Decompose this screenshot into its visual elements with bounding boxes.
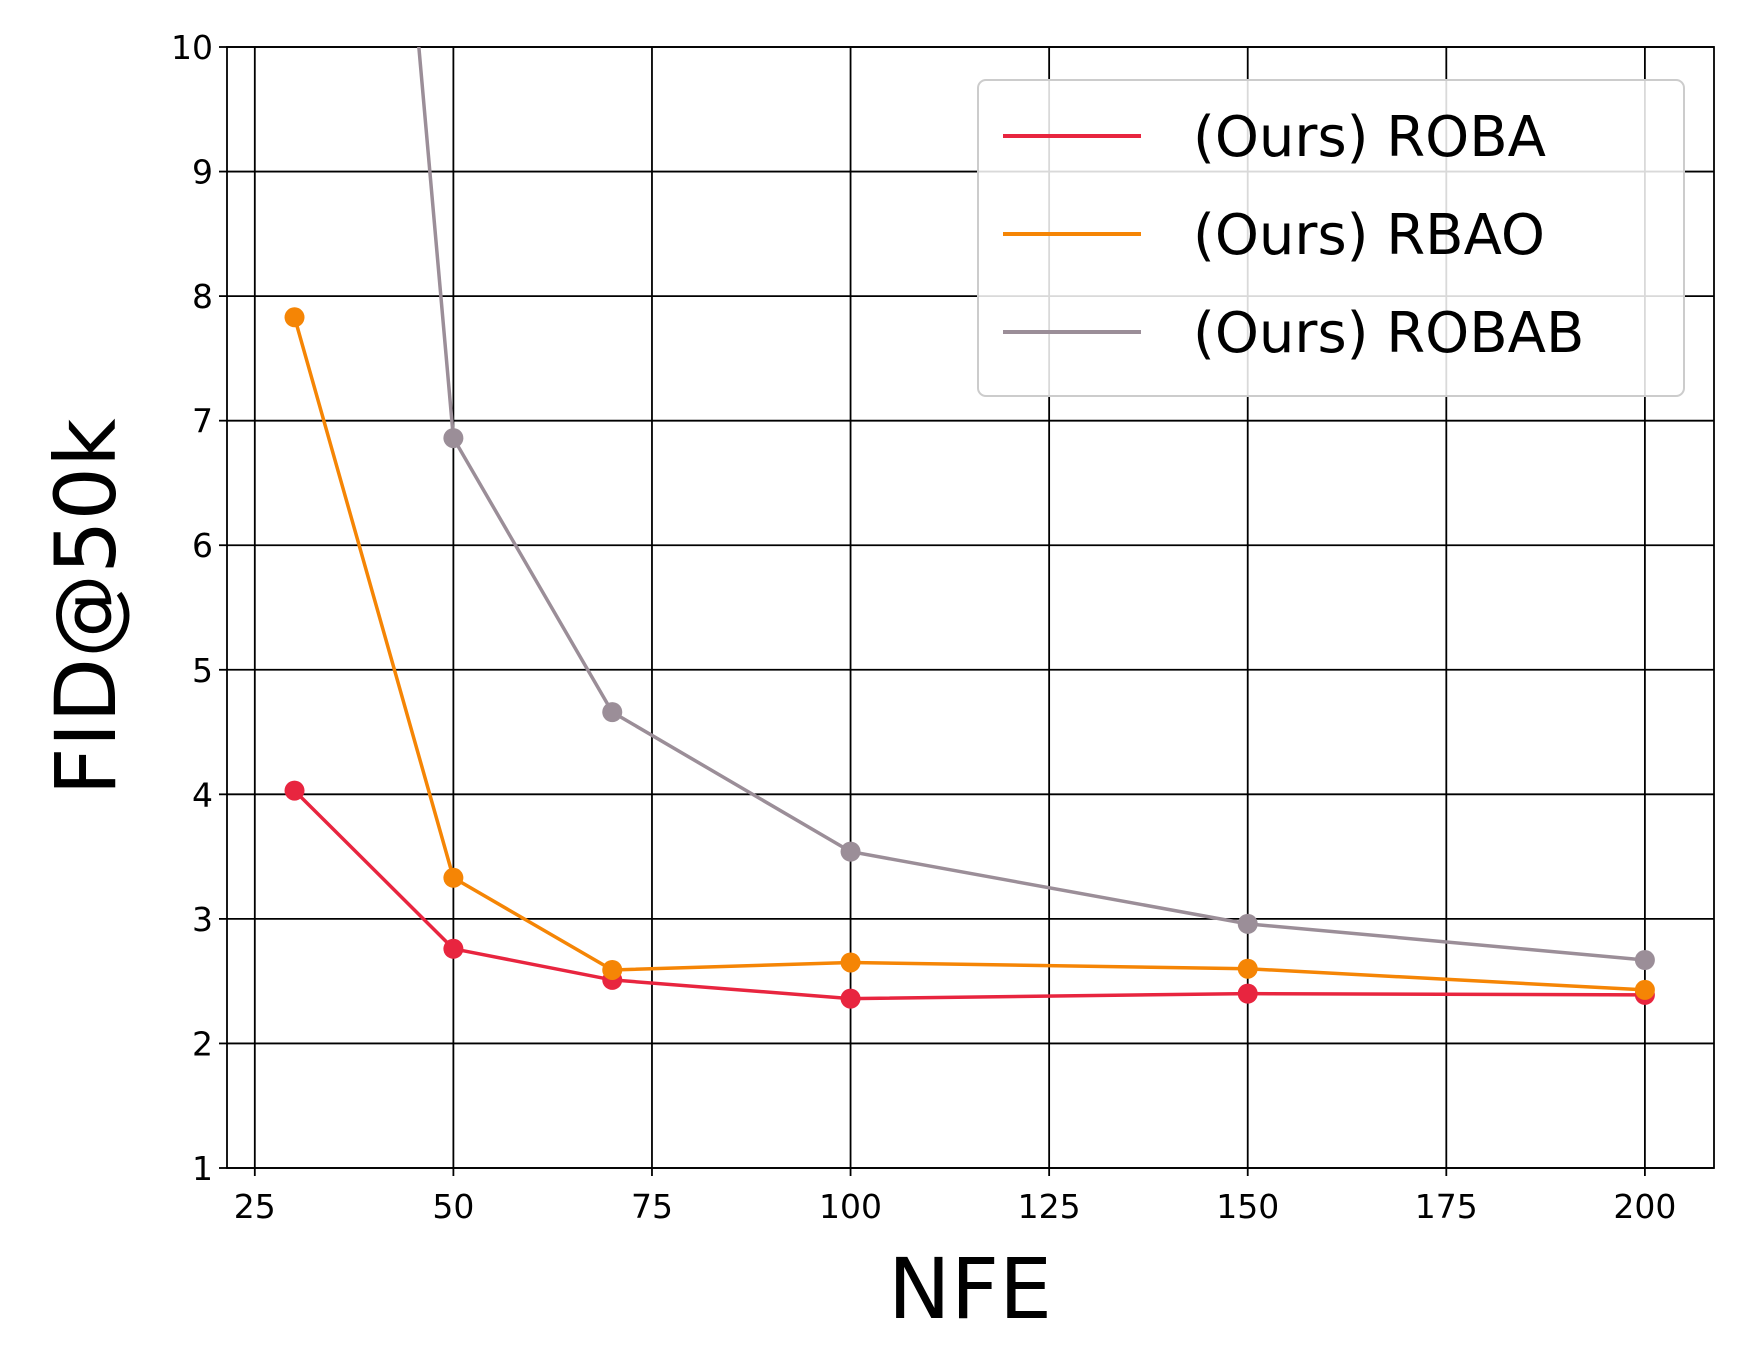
series-line <box>292 316 1645 992</box>
y-tick-label: 2 <box>192 1024 213 1063</box>
y-tick-label: 5 <box>192 651 213 690</box>
data-point <box>284 307 305 328</box>
x-tick-label: 150 <box>1216 1187 1279 1226</box>
x-tick-label: 175 <box>1415 1187 1478 1226</box>
plot-area <box>284 47 1655 1009</box>
x-tick-label: 125 <box>1018 1187 1081 1226</box>
data-point <box>443 428 464 449</box>
data-point <box>284 780 305 801</box>
x-tick-label: 25 <box>234 1187 276 1226</box>
data-point <box>1634 949 1655 970</box>
x-tick-label: 75 <box>631 1187 673 1226</box>
data-point <box>840 952 861 973</box>
y-tick-label: 10 <box>171 28 213 67</box>
data-point <box>1237 913 1258 934</box>
x-tick-label: 100 <box>819 1187 882 1226</box>
y-tick-label: 7 <box>192 402 213 441</box>
y-tick-label: 6 <box>192 526 213 565</box>
legend-label: (Ours) ROBA <box>1193 105 1546 170</box>
data-point <box>1237 983 1258 1004</box>
x-tick-label: 50 <box>432 1187 474 1226</box>
y-tick-label: 9 <box>192 153 213 192</box>
data-point <box>1634 979 1655 1000</box>
legend-label: (Ours) ROBAB <box>1193 301 1584 366</box>
y-tick-label: 1 <box>192 1149 213 1188</box>
y-tick-label: 4 <box>192 775 213 814</box>
x-tick-label: 200 <box>1613 1187 1676 1226</box>
series-line <box>293 789 1645 1001</box>
data-point <box>602 959 623 980</box>
x-axis-label: NFE <box>888 1240 1052 1338</box>
data-point <box>840 841 861 862</box>
data-point <box>1237 958 1258 979</box>
data-point <box>602 702 623 723</box>
legend-box <box>977 79 1685 397</box>
data-point <box>443 867 464 888</box>
y-axis-label: FID@50k <box>37 418 135 796</box>
series-line <box>417 47 1646 962</box>
y-tick-label: 8 <box>192 277 213 316</box>
plot-frame <box>226 46 1715 1169</box>
data-point <box>840 988 861 1009</box>
y-tick-label: 3 <box>192 900 213 939</box>
data-point <box>443 938 464 959</box>
legend-label: (Ours) RBAO <box>1193 203 1545 268</box>
